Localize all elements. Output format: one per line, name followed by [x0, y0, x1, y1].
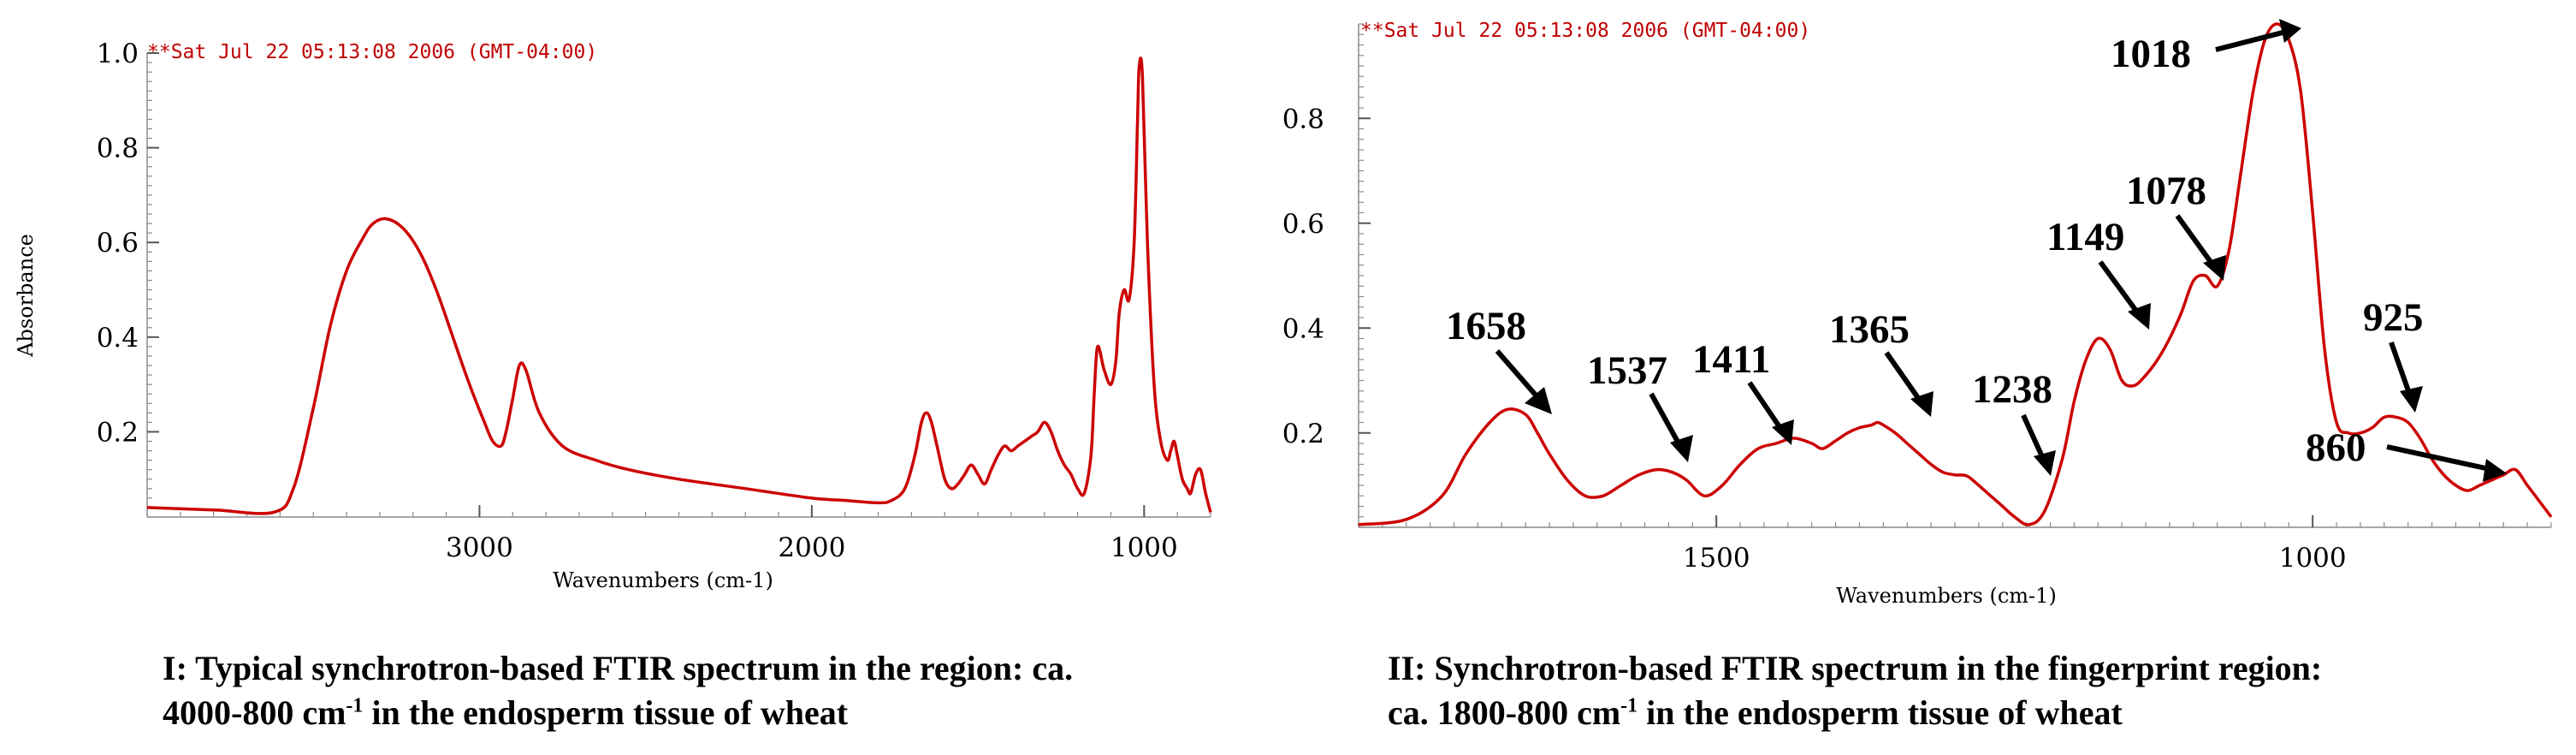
arrowhead-1411 — [1772, 419, 1794, 445]
panel-i-y-tick-label: 0.6 — [97, 228, 139, 259]
arrowhead-1018 — [2279, 19, 2301, 43]
caption-panel-i-line1: I: Typical synchrotron-based FTIR spectr… — [163, 649, 1074, 687]
peak-annotation-1537: 1537 — [1587, 348, 1693, 462]
panel-i-axes: 1.0 0.8 0.6 0.4 0.2 3000 2000 1000 — [97, 39, 1211, 563]
arrowhead-860 — [2483, 459, 2507, 482]
caption-panel-ii-range: ca. 1800-800 cm — [1388, 693, 1621, 732]
peak-label-1078: 1078 — [2126, 169, 2206, 213]
peak-label-1149: 1149 — [2046, 215, 2124, 259]
arrowhead-1078 — [2203, 255, 2226, 281]
panel-i-y-tick-label: 0.8 — [97, 134, 139, 164]
panel-ii-x-tick-label: 1000 — [2279, 543, 2347, 574]
peak-annotation-925: 925 — [2363, 295, 2424, 413]
panel-i-y-tick-label: 1.0 — [97, 39, 139, 69]
arrowhead-1149 — [2128, 303, 2151, 330]
panel-ii: **Sat Jul 22 05:13:08 2006 (GMT-04:00) 0… — [1282, 19, 2553, 608]
arrow-1537 — [1649, 392, 1685, 451]
panel-i-x-axis-title: Wavenumbers (cm-1) — [553, 568, 773, 592]
caption-panel-i-tail: in the endosperm tissue of wheat — [363, 693, 849, 732]
peak-annotation-1658: 1658 — [1446, 304, 1552, 414]
caption-panel-ii-superscript: -1 — [1620, 694, 1638, 717]
panel-i-x-tick-label: 1000 — [1110, 532, 1178, 563]
arrowhead-1365 — [1910, 391, 1933, 417]
peak-label-1365: 1365 — [1829, 307, 1910, 352]
arrow-1411 — [1747, 381, 1786, 435]
peak-label-1238: 1238 — [1972, 367, 2052, 412]
arrowhead-1537 — [1670, 435, 1693, 462]
peak-annotation-860: 860 — [2306, 425, 2507, 482]
panel-ii-y-tick-label: 0.4 — [1282, 313, 1324, 344]
peak-annotation-1238: 1238 — [1972, 367, 2056, 476]
peak-label-1018: 1018 — [2111, 32, 2191, 76]
panel-ii-x-tick-label: 1500 — [1683, 543, 1750, 574]
caption-panel-ii: II: Synchrotron-based FTIR spectrum in t… — [1388, 646, 2322, 735]
peak-annotation-1411: 1411 — [1692, 337, 1794, 445]
peak-label-1658: 1658 — [1446, 304, 1526, 348]
caption-panel-i-line2: 4000-800 cm-1 in the endosperm tissue of… — [163, 691, 1073, 735]
peak-annotation-1078: 1078 — [2126, 169, 2226, 281]
panel-i-spectrum-line — [146, 56, 1212, 515]
caption-panel-i-range: 4000-800 cm — [163, 693, 346, 732]
arrow-1018 — [2215, 30, 2283, 52]
arrowhead-1238 — [2034, 450, 2056, 476]
arrow-1365 — [1884, 351, 1925, 406]
peak-label-860: 860 — [2306, 425, 2366, 470]
panel-ii-y-tick-label: 0.2 — [1282, 419, 1324, 449]
peak-annotation-1365: 1365 — [1829, 307, 1933, 417]
peak-annotation-1149: 1149 — [2046, 215, 2151, 330]
panel-i-y-tick-label: 0.2 — [97, 417, 139, 448]
panel-i-x-tick-label: 3000 — [446, 532, 513, 563]
panel-i: **Sat Jul 22 05:13:08 2006 (GMT-04:00) 1… — [14, 39, 1212, 592]
panel-ii-x-axis-title: Wavenumbers (cm-1) — [1836, 584, 2057, 608]
caption-panel-ii-tail: in the endosperm tissue of wheat — [1637, 693, 2123, 732]
caption-panel-i: I: Typical synchrotron-based FTIR spectr… — [163, 646, 1073, 735]
peak-label-1537: 1537 — [1587, 348, 1667, 393]
arrow-860 — [2386, 444, 2490, 472]
arrow-1078 — [2175, 214, 2218, 270]
caption-panel-ii-line1: II: Synchrotron-based FTIR spectrum in t… — [1388, 649, 2323, 687]
panel-ii-y-tick-label: 0.6 — [1282, 209, 1324, 240]
arrowhead-1658 — [1525, 387, 1552, 414]
arrow-1149 — [2098, 260, 2143, 318]
peak-annotation-1018: 1018 — [2111, 19, 2301, 76]
panel-i-timestamp: **Sat Jul 22 05:13:08 2006 (GMT-04:00) — [147, 41, 597, 63]
peak-label-925: 925 — [2363, 295, 2424, 340]
panel-ii-timestamp: **Sat Jul 22 05:13:08 2006 (GMT-04:00) — [1360, 20, 1810, 42]
arrow-925 — [2389, 341, 2413, 400]
panel-ii-y-tick-label: 0.8 — [1282, 104, 1324, 134]
caption-panel-ii-line2: ca. 1800-800 cm-1 in the endosperm tissu… — [1388, 691, 2322, 735]
panel-i-x-tick-label: 2000 — [778, 532, 845, 563]
panel-ii-axes: 0.8 0.6 0.4 0.2 1500 1000 — [1282, 23, 2552, 574]
panel-i-y-tick-label: 0.4 — [97, 323, 139, 354]
peak-annotations: 1658 1537 1411 1365 1238 — [1446, 19, 2507, 482]
panel-ii-spectrum-line — [1358, 22, 2553, 526]
caption-panel-i-superscript: -1 — [346, 694, 364, 717]
panel-i-y-axis-title: Absorbance — [14, 234, 38, 358]
arrowhead-925 — [2400, 386, 2423, 413]
peak-label-1411: 1411 — [1692, 337, 1770, 382]
